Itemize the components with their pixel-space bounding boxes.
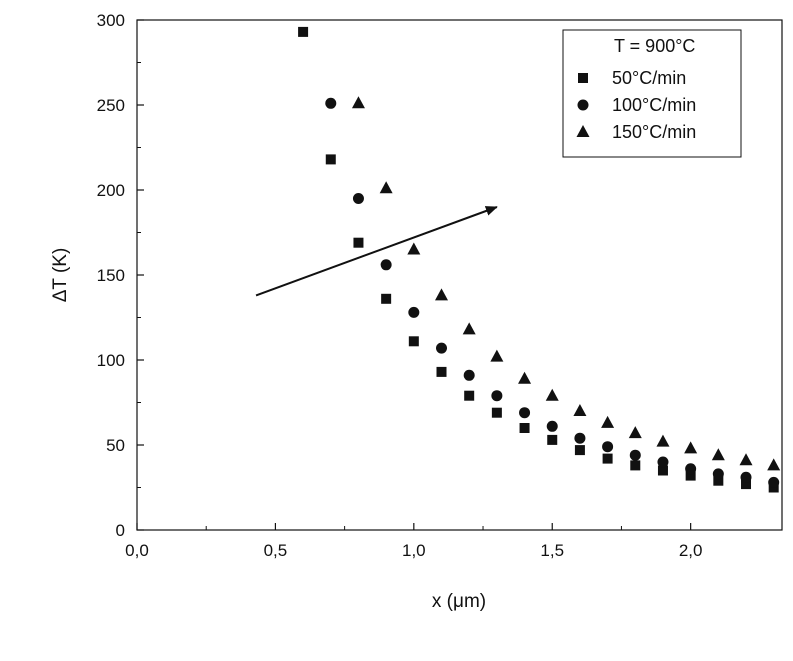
data-point-square [630, 460, 641, 471]
data-point-triangle [462, 322, 476, 335]
y-tick-label: 150 [97, 266, 125, 285]
y-tick-label: 200 [97, 181, 125, 200]
legend-box [562, 29, 742, 158]
x-tick-label: 0,0 [125, 541, 149, 560]
data-point-square [519, 423, 530, 433]
series-circle [325, 97, 780, 488]
data-point-triangle [573, 404, 587, 416]
data-point-circle [519, 407, 531, 419]
series-triangle [351, 96, 781, 471]
legend-label: 100°C/min [612, 95, 696, 115]
data-point-square [353, 237, 364, 248]
x-tick-label: 1,5 [540, 541, 564, 560]
data-point-circle [685, 463, 697, 475]
y-tick-label: 0 [116, 521, 125, 540]
x-tick-label: 1,0 [402, 541, 426, 560]
legend-label: 50°C/min [612, 68, 686, 88]
data-point-triangle [490, 349, 504, 362]
data-point-triangle [767, 458, 781, 471]
data-point-triangle [601, 415, 615, 428]
data-point-circle [574, 432, 586, 444]
data-point-triangle [628, 426, 642, 439]
data-point-circle [602, 441, 614, 453]
data-point-square [408, 336, 419, 347]
legend-marker-square [578, 73, 588, 83]
y-tick-label: 100 [97, 351, 125, 370]
data-point-square [602, 453, 613, 464]
data-point-square [436, 366, 447, 377]
data-point-circle [712, 468, 724, 480]
legend-title: T = 900°C [614, 36, 695, 56]
data-point-square [298, 26, 309, 37]
legend: T = 900°C 50°C/min 100°C/min 150°C/min [562, 29, 742, 158]
data-point-square [491, 407, 502, 418]
data-point-circle [408, 306, 420, 318]
data-point-triangle [684, 441, 698, 454]
y-axis-title: ΔT (K) [50, 248, 71, 303]
data-point-triangle [656, 434, 670, 447]
y-tick-label: 250 [97, 96, 125, 115]
data-point-circle [768, 476, 780, 488]
data-point-circle [546, 420, 558, 432]
data-point-circle [657, 456, 669, 468]
data-point-circle [740, 471, 752, 483]
data-point-circle [380, 259, 392, 271]
legend-marker-circle [577, 99, 589, 111]
data-point-circle [436, 342, 448, 354]
x-axis-title: x (μm) [432, 591, 486, 612]
data-point-circle [463, 369, 475, 381]
data-point-square [381, 293, 392, 304]
legend-label: 150°C/min [612, 122, 696, 142]
data-point-triangle [435, 288, 449, 301]
data-point-circle [352, 193, 364, 204]
data-point-triangle [407, 242, 421, 255]
legend-marker-triangle [576, 125, 590, 137]
data-point-square [657, 465, 668, 476]
data-point-triangle [379, 181, 393, 194]
x-tick-label: 0,5 [264, 541, 288, 560]
y-tick-label: 300 [97, 11, 125, 30]
data-point-triangle [739, 453, 753, 466]
trend-arrow [255, 206, 498, 297]
data-point-circle [325, 97, 337, 109]
data-point-square [547, 434, 558, 445]
y-axis: 0 50 100 150 200 250 300 [97, 11, 144, 540]
data-point-triangle [518, 371, 532, 384]
data-point-square [574, 445, 585, 456]
data-point-circle [491, 390, 503, 402]
data-point-triangle [545, 388, 559, 401]
data-point-square [464, 390, 475, 401]
data-point-circle [629, 449, 641, 461]
y-tick-label: 50 [106, 436, 125, 455]
x-axis: 0,0 0,5 1,0 1,5 2,0 [125, 523, 702, 560]
data-point-triangle [351, 96, 365, 109]
data-point-square [741, 479, 752, 490]
data-point-square [325, 154, 336, 165]
data-point-square [685, 470, 696, 481]
data-point-square [713, 475, 724, 486]
x-tick-label: 2,0 [679, 541, 703, 560]
data-point-triangle [711, 448, 725, 461]
data-points [298, 26, 781, 493]
